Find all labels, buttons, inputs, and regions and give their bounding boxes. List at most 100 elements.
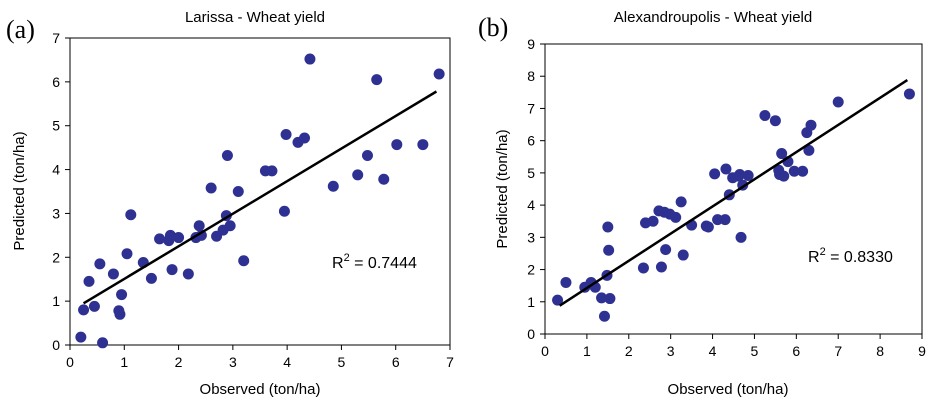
data-point (655, 261, 667, 273)
data-points (75, 53, 445, 349)
data-point (145, 272, 157, 284)
chart-alexandroupolis: (b) Alexandroupolis - Wheat yield 0 1 2 3 4 5… (478, 9, 926, 398)
data-point (832, 96, 844, 108)
x-tick-label: 4 (283, 354, 291, 370)
data-point (759, 110, 771, 122)
x-tick-label: 1 (120, 354, 128, 370)
plot-frame (544, 43, 923, 335)
data-point (116, 289, 128, 301)
data-point (221, 150, 233, 162)
data-point (83, 275, 95, 287)
data-point (433, 68, 445, 80)
data-point (720, 163, 732, 175)
x-tick-label: 6 (392, 354, 400, 370)
data-point (637, 262, 649, 274)
data-point (361, 150, 373, 162)
y-tick-label: 3 (527, 229, 535, 245)
x-tick-label: 3 (667, 343, 675, 359)
data-point (735, 231, 747, 243)
x-tick-label: 7 (834, 343, 842, 359)
data-point (371, 74, 383, 86)
data-point (805, 119, 817, 131)
chart-title: Larissa - Wheat yield (185, 9, 325, 26)
data-point (560, 276, 572, 288)
y-tick-label: 4 (527, 197, 535, 213)
x-tick-label: 2 (625, 343, 633, 359)
x-tick-label: 7 (446, 354, 454, 370)
data-point (195, 229, 207, 241)
x-axis-label: Observed (ton/ha) (200, 381, 321, 398)
x-tick-label: 5 (751, 343, 759, 359)
data-point (709, 168, 721, 180)
y-tick-label: 0 (527, 326, 535, 342)
y-axis: 0 1 2 3 4 5 6 7 (52, 30, 70, 353)
chart-title: Alexandroupolis - Wheat yield (614, 9, 812, 26)
data-point (266, 165, 278, 177)
data-point (769, 115, 781, 127)
data-point (327, 180, 339, 192)
data-point (205, 182, 217, 194)
data-point (670, 211, 682, 223)
x-axis: 0 1 2 3 4 5 6 7 (66, 345, 454, 370)
data-point (778, 170, 790, 182)
data-point (280, 128, 292, 140)
data-point (604, 293, 616, 305)
trend-line (82, 90, 438, 305)
data-point (675, 196, 687, 208)
x-tick-label: 0 (66, 354, 74, 370)
y-axis-label: Predicted (ton/ha) (494, 129, 511, 248)
y-tick-label: 5 (52, 118, 60, 134)
y-tick-label: 7 (527, 100, 535, 116)
panel-label: (b) (478, 13, 508, 42)
x-tick-label: 3 (229, 354, 237, 370)
data-point (803, 144, 815, 156)
data-point (378, 173, 390, 185)
data-point (734, 169, 746, 180)
data-point (166, 264, 178, 276)
data-point (903, 88, 915, 100)
data-point (238, 255, 250, 267)
data-point (232, 186, 244, 197)
data-point (125, 209, 137, 221)
data-point (299, 132, 311, 144)
x-axis-label: Observed (ton/ha) (668, 381, 789, 398)
x-tick-label: 5 (338, 354, 346, 370)
r-squared-label: R2 = 0.8330 (808, 246, 893, 266)
data-point (598, 310, 610, 322)
panel-label: (a) (6, 15, 35, 44)
data-point (602, 221, 614, 233)
x-tick-label: 6 (792, 343, 800, 359)
plot-frame (69, 37, 451, 346)
trend-line (558, 79, 909, 307)
data-point (173, 232, 185, 244)
y-tick-label: 1 (52, 293, 60, 309)
r-squared-label: R2 = 0.7444 (332, 252, 417, 272)
y-tick-label: 7 (52, 30, 60, 46)
data-point (552, 294, 564, 306)
x-tick-label: 1 (583, 343, 591, 359)
y-axis: 0 1 2 3 4 5 6 7 8 9 (527, 36, 545, 342)
y-axis-label: Predicted (ton/ha) (11, 131, 28, 250)
data-point (702, 221, 714, 233)
data-point (107, 268, 119, 280)
data-point (677, 249, 689, 261)
y-tick-label: 5 (527, 165, 535, 181)
data-point (97, 337, 109, 349)
data-point (182, 268, 194, 280)
data-point (776, 148, 788, 160)
y-tick-label: 6 (527, 133, 535, 149)
data-point (596, 292, 608, 304)
data-point (797, 165, 809, 177)
data-point (660, 244, 672, 256)
data-point (742, 169, 754, 181)
data-point (193, 220, 205, 232)
y-tick-label: 2 (527, 262, 535, 278)
y-tick-label: 9 (527, 36, 535, 52)
data-point (94, 258, 106, 270)
chart-larissa: (a) Larissa - Wheat yield 0 1 2 3 4 5 6 7 0 1 2 3 4… (6, 9, 454, 398)
data-point (712, 214, 724, 226)
data-point (417, 139, 429, 151)
y-tick-label: 8 (527, 68, 535, 84)
x-tick-label: 9 (918, 343, 926, 359)
